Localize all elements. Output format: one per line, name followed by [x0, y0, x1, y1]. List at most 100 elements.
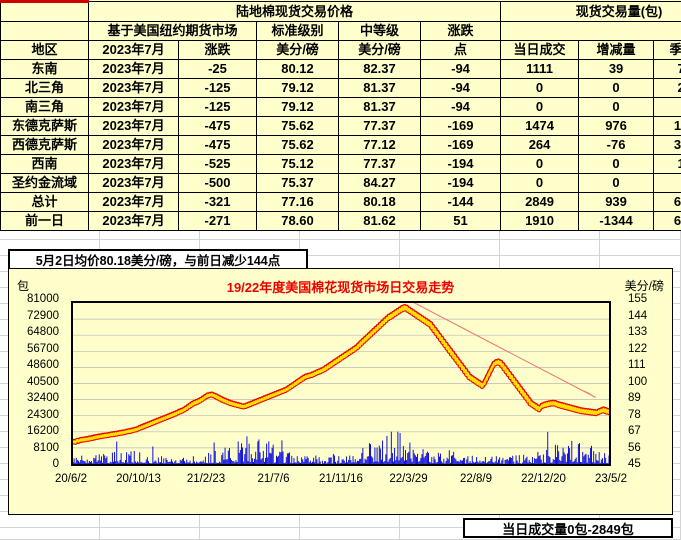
cell-middling: 84.27 — [338, 173, 421, 193]
cell-month: 2023年7月 — [88, 97, 179, 117]
table-header-row-groups: 陆地棉现货交易价格 现货交易量(包) — [0, 0, 681, 22]
corner-cell-2 — [0, 21, 89, 41]
cell-standard: 75.37 — [256, 173, 339, 193]
column-header-quarter-volume: 季度成交 — [653, 40, 681, 60]
y-axis-left-tick: 56700 — [27, 342, 59, 355]
cell-month: 2023年7月 — [88, 192, 179, 212]
chart-right-unit-label: 美分/磅 — [624, 279, 664, 293]
cell-region: 前一日 — [0, 211, 89, 231]
cell-quarter-volume: 12669 — [653, 154, 681, 174]
chart-panel: 包 美分/磅 19/22年度美国棉花现货市场日交易走势 0 8100 16200 24… — [8, 268, 673, 515]
cell-change: -475 — [178, 116, 257, 136]
y-axis-right-tick: 56 — [628, 441, 641, 454]
column-header-middling-unit: 美分/磅 — [338, 40, 421, 60]
cell-delta: 0 — [578, 97, 655, 117]
cell-month: 2023年7月 — [88, 135, 179, 155]
cell-standard: 75.12 — [256, 154, 339, 174]
header-change: 涨跌 — [419, 21, 502, 41]
cell-points: 51 — [419, 211, 502, 231]
y-axis-right-tick: 155 — [628, 293, 648, 305]
cell-delta: 0 — [578, 78, 655, 98]
cell-today-volume: 0 — [500, 78, 580, 98]
cell-change: -25 — [178, 59, 257, 79]
cell-delta: 39 — [578, 59, 655, 79]
x-axis-tick: 20/6/2 — [55, 473, 87, 485]
header-volume-spacer — [500, 21, 681, 41]
cell-region: 总计 — [0, 192, 89, 212]
y-axis-left-tick: 72900 — [27, 309, 59, 322]
cell-change: -500 — [178, 173, 257, 193]
cell-points: -169 — [419, 116, 502, 136]
cell-change: -475 — [178, 135, 257, 155]
cell-standard: 77.16 — [256, 192, 339, 212]
column-header-today-volume: 当日成交 — [500, 40, 580, 60]
x-axis-tick: 22/12/20 — [521, 473, 566, 485]
cell-standard: 79.12 — [256, 78, 339, 98]
cell-quarter-volume: 169279 — [653, 116, 681, 136]
cell-quarter-volume: 603518 — [653, 211, 681, 231]
table-row: 西德克萨斯2023年7月-47575.6277.12-169264-763236… — [0, 135, 681, 155]
cell-quarter-volume: 21652 — [653, 78, 681, 98]
cell-points: -94 — [419, 59, 502, 79]
y-axis-left-tick: 0 — [52, 458, 59, 470]
y-axis-left-tick: 40500 — [27, 375, 59, 388]
cell-middling: 80.18 — [338, 192, 421, 212]
corner-cell — [0, 0, 89, 22]
cell-points: -194 — [419, 154, 502, 174]
cell-today-volume: 1910 — [500, 211, 580, 231]
y-axis-left-tick: 24300 — [27, 408, 59, 421]
cell-today-volume: 1111 — [500, 59, 580, 79]
column-header-standard-unit: 美分/磅 — [256, 40, 339, 60]
cell-month: 2023年7月 — [88, 116, 179, 136]
cell-standard: 79.12 — [256, 97, 339, 117]
cell-delta: -1344 — [578, 211, 655, 231]
cell-middling: 81.62 — [338, 211, 421, 231]
column-header-points: 点 — [419, 40, 502, 60]
cell-region: 西南 — [0, 154, 89, 174]
chart-left-unit-label: 包 — [17, 279, 30, 293]
cell-today-volume: 0 — [500, 154, 580, 174]
cell-delta: 939 — [578, 192, 655, 212]
volume-range-footer: 当日成交量0包-2849包 — [463, 518, 673, 538]
cell-today-volume: 2849 — [500, 192, 580, 212]
header-standard-grade: 标准级别 — [256, 21, 339, 41]
cell-middling: 77.37 — [338, 154, 421, 174]
y-axis-right-tick: 78 — [628, 408, 641, 421]
cell-delta: 0 — [578, 173, 655, 193]
daily-average-note-text: 5月2日均价80.18美分/磅，与前日减少144点 — [35, 254, 281, 268]
y-axis-left-tick: 81000 — [27, 293, 59, 305]
cell-standard: 80.12 — [256, 59, 339, 79]
x-axis-tick: 20/10/13 — [116, 473, 161, 485]
y-axis-right-tick: 111 — [628, 359, 646, 371]
header-volume-group: 现货交易量(包) — [500, 1, 681, 22]
column-header-change: 涨跌 — [178, 40, 257, 60]
x-axis-tick: 23/5/2 — [595, 473, 627, 485]
cell-month: 2023年7月 — [88, 173, 179, 193]
cell-month: 2023年7月 — [88, 154, 179, 174]
cell-region: 南三角 — [0, 97, 89, 117]
cell-delta: 976 — [578, 116, 655, 136]
cell-quarter-volume: 0 — [653, 173, 681, 193]
y-axis-right-tick: 89 — [628, 392, 641, 404]
cell-standard: 78.60 — [256, 211, 339, 231]
chart-plot — [71, 301, 611, 466]
cell-quarter-volume: 606367 — [653, 192, 681, 212]
column-header-month: 2023年7月 — [88, 40, 179, 60]
x-axis-tick: 21/7/6 — [257, 473, 290, 485]
table-header-row-sub: 基于美国纽约期货市场 标准级别 中等级 涨跌 — [0, 21, 681, 41]
table-body: 东南2023年7月-2580.1282.37-9411113975676北三角2… — [0, 59, 681, 231]
cell-quarter-volume: 75676 — [653, 59, 681, 79]
x-axis-tick: 21/2/23 — [186, 473, 226, 485]
cell-today-volume: 1474 — [500, 116, 580, 136]
y-axis-right-tick: 133 — [628, 326, 648, 338]
y-axis-left-tick: 48600 — [27, 359, 59, 371]
cell-delta: -76 — [578, 135, 655, 155]
cell-points: -169 — [419, 135, 502, 155]
cell-quarter-volume: 3426 — [653, 97, 681, 117]
cell-middling: 81.37 — [338, 78, 421, 98]
y-axis-left-tick: 8100 — [33, 441, 59, 454]
